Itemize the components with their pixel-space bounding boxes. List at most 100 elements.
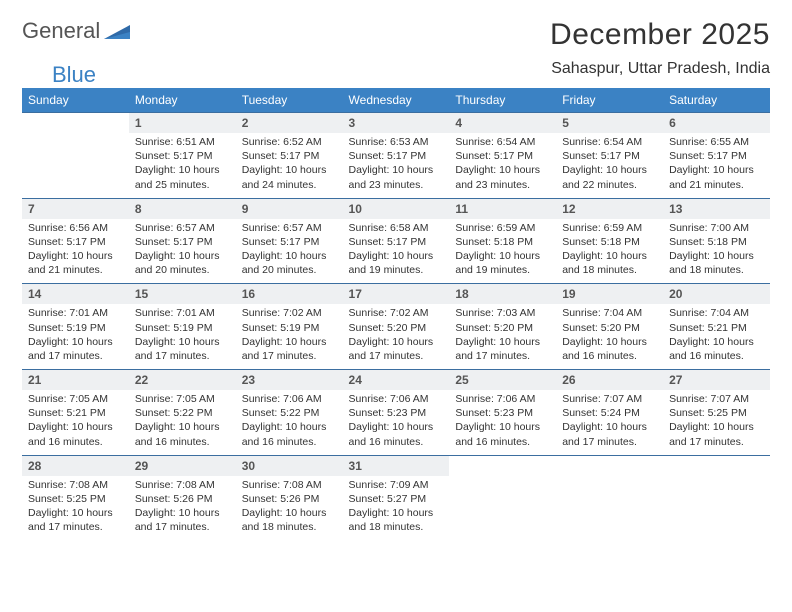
sunrise-text: Sunrise: 6:59 AM: [562, 221, 657, 235]
daylight-text-2: and 25 minutes.: [135, 178, 230, 192]
daylight-text: Daylight: 10 hours: [135, 249, 230, 263]
day-cell: Sunrise: 7:03 AMSunset: 5:20 PMDaylight:…: [449, 304, 556, 369]
day-cell: Sunrise: 6:59 AMSunset: 5:18 PMDaylight:…: [556, 219, 663, 284]
sunset-text: Sunset: 5:24 PM: [562, 406, 657, 420]
daylight-text: Daylight: 10 hours: [349, 163, 444, 177]
weekday-header: Friday: [556, 88, 663, 113]
daylight-text-2: and 20 minutes.: [242, 263, 337, 277]
daynum-row: 14151617181920: [22, 284, 770, 305]
title-block: December 2025: [550, 18, 770, 52]
day-number: 17: [343, 284, 450, 305]
sunrise-text: Sunrise: 7:05 AM: [135, 392, 230, 406]
day-number: [663, 455, 770, 476]
day-number: 12: [556, 198, 663, 219]
day-cell: Sunrise: 6:54 AMSunset: 5:17 PMDaylight:…: [556, 133, 663, 198]
day-cell: Sunrise: 7:04 AMSunset: 5:20 PMDaylight:…: [556, 304, 663, 369]
sunset-text: Sunset: 5:17 PM: [135, 235, 230, 249]
day-number: 22: [129, 370, 236, 391]
daylight-text: Daylight: 10 hours: [135, 506, 230, 520]
daylight-text-2: and 17 minutes.: [669, 435, 764, 449]
daylight-text-2: and 18 minutes.: [349, 520, 444, 534]
daylight-text-2: and 19 minutes.: [455, 263, 550, 277]
day-body-row: Sunrise: 6:51 AMSunset: 5:17 PMDaylight:…: [22, 133, 770, 198]
daylight-text-2: and 24 minutes.: [242, 178, 337, 192]
sunrise-text: Sunrise: 6:56 AM: [28, 221, 123, 235]
month-title: December 2025: [550, 18, 770, 52]
daylight-text-2: and 17 minutes.: [28, 520, 123, 534]
day-number: 24: [343, 370, 450, 391]
sunset-text: Sunset: 5:17 PM: [562, 149, 657, 163]
sunrise-text: Sunrise: 6:57 AM: [135, 221, 230, 235]
day-cell: Sunrise: 7:08 AMSunset: 5:25 PMDaylight:…: [22, 476, 129, 541]
sunset-text: Sunset: 5:23 PM: [455, 406, 550, 420]
day-number: 25: [449, 370, 556, 391]
logo-text-1: General: [22, 18, 100, 44]
sunset-text: Sunset: 5:20 PM: [349, 321, 444, 335]
daylight-text: Daylight: 10 hours: [242, 249, 337, 263]
sunrise-text: Sunrise: 7:06 AM: [242, 392, 337, 406]
sunset-text: Sunset: 5:20 PM: [562, 321, 657, 335]
sunrise-text: Sunrise: 7:04 AM: [562, 306, 657, 320]
day-number: 23: [236, 370, 343, 391]
day-cell: Sunrise: 7:06 AMSunset: 5:22 PMDaylight:…: [236, 390, 343, 455]
sunrise-text: Sunrise: 6:54 AM: [455, 135, 550, 149]
daylight-text-2: and 18 minutes.: [669, 263, 764, 277]
daylight-text-2: and 17 minutes.: [349, 349, 444, 363]
sunset-text: Sunset: 5:17 PM: [135, 149, 230, 163]
daylight-text: Daylight: 10 hours: [349, 335, 444, 349]
sunset-text: Sunset: 5:23 PM: [349, 406, 444, 420]
day-number: 14: [22, 284, 129, 305]
daylight-text-2: and 16 minutes.: [28, 435, 123, 449]
daylight-text-2: and 17 minutes.: [135, 349, 230, 363]
daylight-text-2: and 16 minutes.: [669, 349, 764, 363]
sunrise-text: Sunrise: 7:08 AM: [242, 478, 337, 492]
sunset-text: Sunset: 5:26 PM: [135, 492, 230, 506]
sunset-text: Sunset: 5:27 PM: [349, 492, 444, 506]
sunset-text: Sunset: 5:17 PM: [349, 149, 444, 163]
daylight-text-2: and 22 minutes.: [562, 178, 657, 192]
daynum-row: 78910111213: [22, 198, 770, 219]
daylight-text: Daylight: 10 hours: [349, 249, 444, 263]
day-cell: [449, 476, 556, 541]
sunset-text: Sunset: 5:18 PM: [455, 235, 550, 249]
day-number: 26: [556, 370, 663, 391]
day-body-row: Sunrise: 7:05 AMSunset: 5:21 PMDaylight:…: [22, 390, 770, 455]
sunrise-text: Sunrise: 6:55 AM: [669, 135, 764, 149]
day-number: 16: [236, 284, 343, 305]
sunrise-text: Sunrise: 6:53 AM: [349, 135, 444, 149]
day-number: 7: [22, 198, 129, 219]
day-number: 2: [236, 113, 343, 134]
day-cell: [663, 476, 770, 541]
sunrise-text: Sunrise: 7:05 AM: [28, 392, 123, 406]
day-number: 9: [236, 198, 343, 219]
sunrise-text: Sunrise: 6:59 AM: [455, 221, 550, 235]
daylight-text: Daylight: 10 hours: [669, 249, 764, 263]
daylight-text: Daylight: 10 hours: [455, 335, 550, 349]
sunset-text: Sunset: 5:17 PM: [242, 235, 337, 249]
daylight-text: Daylight: 10 hours: [242, 420, 337, 434]
sunset-text: Sunset: 5:17 PM: [28, 235, 123, 249]
daylight-text-2: and 23 minutes.: [455, 178, 550, 192]
day-cell: Sunrise: 6:58 AMSunset: 5:17 PMDaylight:…: [343, 219, 450, 284]
day-number: 27: [663, 370, 770, 391]
daylight-text-2: and 17 minutes.: [28, 349, 123, 363]
day-cell: Sunrise: 7:01 AMSunset: 5:19 PMDaylight:…: [22, 304, 129, 369]
day-cell: Sunrise: 7:02 AMSunset: 5:19 PMDaylight:…: [236, 304, 343, 369]
daylight-text-2: and 20 minutes.: [135, 263, 230, 277]
day-body-row: Sunrise: 7:08 AMSunset: 5:25 PMDaylight:…: [22, 476, 770, 541]
day-body-row: Sunrise: 7:01 AMSunset: 5:19 PMDaylight:…: [22, 304, 770, 369]
sunrise-text: Sunrise: 7:07 AM: [669, 392, 764, 406]
daylight-text: Daylight: 10 hours: [562, 249, 657, 263]
sunset-text: Sunset: 5:19 PM: [28, 321, 123, 335]
daylight-text: Daylight: 10 hours: [28, 335, 123, 349]
day-cell: Sunrise: 7:07 AMSunset: 5:24 PMDaylight:…: [556, 390, 663, 455]
day-number: 19: [556, 284, 663, 305]
daylight-text: Daylight: 10 hours: [455, 163, 550, 177]
day-number: 21: [22, 370, 129, 391]
daylight-text-2: and 16 minutes.: [562, 349, 657, 363]
day-number: [556, 455, 663, 476]
location: Sahaspur, Uttar Pradesh, India: [551, 60, 770, 78]
sunset-text: Sunset: 5:21 PM: [28, 406, 123, 420]
sunset-text: Sunset: 5:19 PM: [135, 321, 230, 335]
day-cell: [556, 476, 663, 541]
